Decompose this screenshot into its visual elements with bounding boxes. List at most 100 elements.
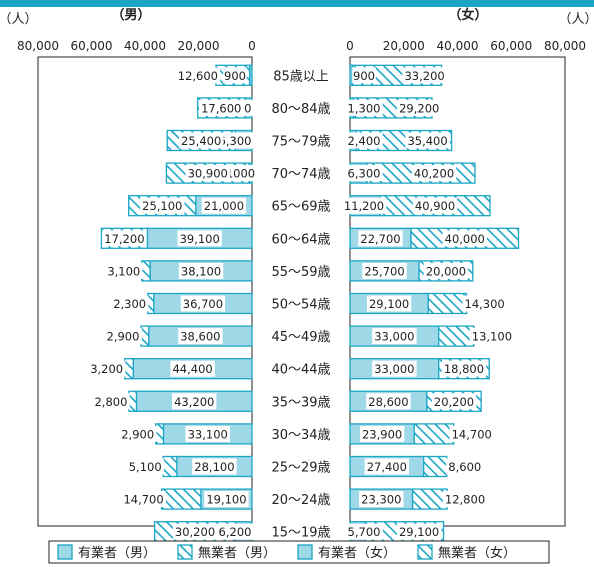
right-tick-label: 20,000	[383, 39, 425, 53]
data-label-female-employed-text: 27,400	[367, 460, 407, 474]
data-label-male-not-employed: 17,200	[102, 230, 147, 247]
legend-label: 有業者（男）	[78, 545, 156, 561]
data-label-male-employed-text: 38,100	[181, 264, 221, 278]
data-label-male-employed-bg	[180, 295, 226, 312]
legend-entry: 無業者（女）	[417, 544, 516, 561]
data-label-female-not-employed: 20,200	[431, 393, 477, 410]
data-label-male-employed: 6,200	[216, 523, 254, 540]
data-label-female-employed-text: 29,100	[369, 297, 409, 311]
legend-swatch	[297, 544, 313, 560]
data-label-female-not-employed-text: 14,700	[452, 427, 492, 441]
data-label-female-not-employed-text: 13,100	[472, 330, 512, 344]
data-label-male-not-employed-text: 25,400	[181, 134, 221, 148]
data-label-female-not-employed-bg	[449, 425, 494, 442]
data-label-male-not-employed-bg	[118, 425, 157, 442]
data-label-male-not-employed-bg	[178, 132, 224, 149]
right-tick-label: 40,000	[437, 39, 479, 53]
data-label-female-employed-text: 25,700	[364, 264, 404, 278]
data-label-female-not-employed-bg	[446, 458, 484, 475]
data-label-male-not-employed: 30,900	[185, 165, 230, 182]
data-label-male-not-employed-bg	[185, 165, 230, 182]
data-label-male-employed-bg	[216, 523, 254, 540]
data-label-male-not-employed: 2,900	[118, 425, 157, 442]
data-label-male-employed-bg	[178, 262, 224, 279]
data-label-female-not-employed-text: 20,200	[434, 395, 474, 409]
data-label-male-not-employed-bg	[121, 491, 166, 508]
data-label-male-employed-text: 28,100	[194, 460, 234, 474]
data-label-female-employed-text: 23,900	[362, 427, 402, 441]
data-label-female-not-employed-bg	[442, 230, 487, 247]
age-category-label: 85歳以上	[273, 69, 329, 84]
data-label-male-not-employed-text: 14,700	[123, 493, 163, 507]
right-tick-label: 60,000	[490, 39, 532, 53]
data-label-female-not-employed: 40,000	[442, 230, 487, 247]
age-category-label: 15～19歳	[271, 526, 330, 541]
data-label-male-employed-bg	[216, 132, 254, 149]
data-label-female-not-employed-text: 29,100	[399, 525, 439, 539]
data-label-male-not-employed: 30,200	[172, 523, 218, 540]
data-label-male-not-employed-text: 2,900	[121, 427, 154, 441]
data-label-male-not-employed-text: 2,300	[113, 297, 146, 311]
data-label-female-employed: 33,000	[372, 328, 417, 345]
unit-label-right: （人）	[558, 12, 594, 27]
data-label-male-employed: 28,100	[192, 458, 237, 475]
male-plot-frame	[37, 56, 253, 527]
age-category-label: 40～44歳	[271, 363, 330, 378]
data-label-female-not-employed-bg	[397, 99, 442, 116]
data-label-male-not-employed-text: 12,600	[178, 69, 218, 83]
age-category-label: 80～84歳	[271, 102, 330, 117]
data-label-female-employed: 1,300	[345, 99, 383, 116]
data-label-male-not-employed: 25,100	[140, 197, 185, 214]
data-label-male-employed-text: 43,200	[174, 395, 214, 409]
age-category-label: 20～24歳	[271, 493, 330, 508]
data-label-female-employed-text: 900	[353, 69, 375, 83]
data-label-male-employed-bg	[192, 458, 237, 475]
data-label-female-employed-bg	[358, 230, 403, 247]
data-label-male-not-employed: 2,900	[104, 328, 142, 345]
data-label-male-employed-bg	[185, 425, 230, 442]
data-label-male-not-employed: 3,100	[105, 262, 143, 279]
data-label-male-not-employed-bg	[104, 328, 142, 345]
data-label-male-employed: 36,700	[180, 295, 226, 312]
age-category-label: 35～39歳	[271, 395, 330, 410]
data-label-female-not-employed: 14,300	[462, 295, 507, 312]
data-label-female-employed-text: 5,700	[348, 525, 381, 539]
data-label-male-not-employed-bg	[87, 360, 126, 377]
data-label-female-not-employed-text: 35,400	[407, 134, 447, 148]
data-label-male-not-employed-text: 30,200	[175, 525, 215, 539]
data-label-female-employed-text: 1,300	[348, 101, 381, 115]
right-tick-label: 0	[346, 39, 354, 53]
data-label-male-employed-text: 6,300	[219, 134, 252, 148]
data-label-female-not-employed-text: 8,600	[448, 460, 481, 474]
legend-entry: 有業者（男）	[57, 544, 156, 561]
data-label-female-not-employed: 29,100	[396, 523, 442, 540]
data-label-female-employed: 6,300	[345, 165, 383, 182]
data-label-female-employed-text: 23,300	[361, 493, 401, 507]
data-label-male-employed-text: 6,200	[219, 525, 252, 539]
data-label-female-not-employed: 8,600	[446, 458, 484, 475]
data-label-female-not-employed-text: 20,000	[426, 264, 466, 278]
bar-male-not-employed	[162, 455, 178, 478]
data-label-male-not-employed-text: 17,200	[104, 232, 144, 246]
data-label-female-employed: 23,300	[359, 491, 404, 508]
bar-female-not-employed	[438, 325, 475, 347]
legend-swatch	[417, 544, 433, 560]
data-label-male-employed: 43,200	[172, 393, 217, 410]
bar-female-not-employed	[427, 292, 468, 315]
age-category-label: 75～79歳	[271, 135, 330, 150]
data-label-male-employed-bg	[170, 360, 215, 377]
data-label-male-employed-text: 38,600	[180, 330, 220, 344]
data-label-male-employed-text: 44,400	[172, 362, 212, 376]
data-label-male-employed: 38,600	[178, 328, 223, 345]
legend-swatch	[57, 544, 73, 560]
data-label-female-employed-bg	[359, 425, 405, 442]
data-label-female-not-employed-text: 40,900	[415, 199, 455, 213]
data-label-female-employed-bg	[372, 360, 417, 377]
data-label-male-employed: 21,000	[201, 197, 247, 214]
data-label-female-not-employed-text: 29,200	[399, 101, 439, 115]
data-label-male-employed-bg	[177, 230, 222, 247]
data-label-male-not-employed-text: 30,900	[188, 167, 228, 181]
data-label-female-not-employed-bg	[402, 67, 447, 84]
data-label-female-not-employed: 14,700	[449, 425, 494, 442]
data-label-male-not-employed-text: 2,900	[107, 330, 140, 344]
